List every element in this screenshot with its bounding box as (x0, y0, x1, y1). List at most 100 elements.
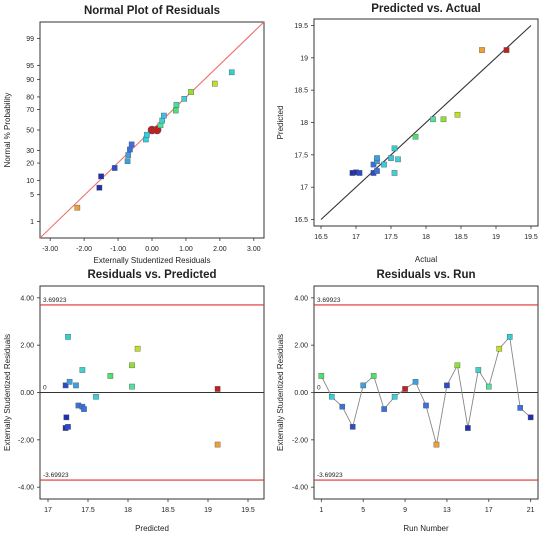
rvp-title: Residuals vs. Predicted (87, 269, 216, 281)
rvr-x-tick-label: 13 (443, 507, 451, 514)
rvr-data-point (527, 414, 534, 421)
rvr-data-point (370, 373, 377, 379)
pva-data-point (391, 145, 398, 152)
normal-data-point (188, 89, 194, 95)
pva-panel: Predicted vs. Actual Actual Predicted 16.5 1… (276, 3, 539, 264)
rvr-y-tick-label: -4.00 (292, 485, 308, 492)
pva-data-point (430, 116, 436, 123)
normal-y-tick-label: 70 (26, 107, 34, 114)
pva-y-tick-label: 18 (300, 120, 308, 127)
normal-data-point (74, 204, 81, 211)
rvp-x-axis-label: Predicted (135, 524, 169, 533)
rvr-x-tick-label: 17 (485, 507, 493, 514)
rvr-data-point (433, 441, 440, 448)
pva-data-point (356, 170, 363, 176)
rvp-limit-label: -3.69923 (43, 472, 69, 479)
rvp-data-point (63, 414, 70, 421)
normal-y-tick-label: 20 (26, 161, 34, 168)
normal-data-point (181, 96, 188, 102)
rvr-data-point (486, 383, 492, 390)
normal-data-point (96, 184, 103, 191)
rvp-zero-label: 0 (43, 385, 47, 392)
rvp-data-point (214, 386, 221, 392)
rvp-data-point (66, 379, 73, 385)
normal-x-tick-label: -2.00 (76, 246, 92, 253)
pva-y-tick-label: 18.5 (294, 88, 308, 95)
rvr-data-point (444, 382, 450, 389)
pva-data-point (391, 170, 398, 176)
normal-data-point (173, 102, 180, 108)
rvr-data-point (381, 406, 387, 412)
rvp-data-point (79, 367, 86, 373)
rvr-data-point (454, 362, 461, 369)
rvr-y-tick-label: 4.00 (294, 295, 308, 302)
pva-data-point (440, 116, 447, 123)
pva-data-point (395, 156, 401, 163)
rvr-y-tick-label: -2.00 (292, 437, 308, 444)
rvr-panel: Residuals vs. Run Run Number Externally St… (276, 269, 539, 533)
rvr-title: Residuals vs. Run (376, 269, 475, 281)
rvr-data-point (391, 393, 398, 400)
rvp-data-point (65, 424, 71, 430)
normal-data-point (124, 158, 131, 164)
normal-data-point (111, 165, 118, 171)
normal-data-point (161, 112, 167, 119)
normal-data-point (157, 122, 164, 129)
normal-x-axis-label: Externally Studentized Residuals (94, 256, 211, 265)
normal-data-point (228, 69, 235, 76)
pva-y-tick-label: 17 (300, 185, 308, 192)
normal-x-tick-label: 3.00 (247, 246, 261, 253)
rvr-data-point (402, 386, 408, 392)
rvr-x-tick-label: 21 (527, 507, 535, 514)
normal-y-tick-label: 5 (30, 192, 34, 199)
rvp-x-tick-label: 19.5 (241, 507, 255, 514)
normal-x-tick-label: 1.00 (179, 246, 193, 253)
pva-data-point (454, 111, 461, 118)
rvp-x-tick-label: 18.5 (161, 507, 175, 514)
rvr-data-point (349, 424, 356, 430)
rvr-zero-label: 0 (317, 385, 321, 392)
pva-data-point (370, 161, 377, 168)
normal-data-point (211, 80, 218, 87)
pva-x-tick-label: 18 (422, 234, 430, 241)
pva-data-point (381, 161, 387, 168)
rvr-y-tick-label: 2.00 (294, 343, 308, 350)
normal-y-tick-label: 95 (26, 63, 34, 70)
rvp-y-tick-label: -4.00 (18, 485, 34, 492)
normal-y-tick-label: 99 (26, 36, 34, 43)
normal-data-point (127, 146, 133, 153)
pva-y-tick-label: 19.5 (294, 23, 308, 30)
rvp-x-tick-label: 18 (124, 507, 132, 514)
pva-data-point (374, 168, 380, 174)
pva-fit-line (320, 25, 532, 220)
rvp-y-tick-label: -2.00 (18, 437, 34, 444)
normal-y-tick-label: 80 (26, 94, 34, 101)
pva-x-tick-label: 16.5 (314, 234, 328, 241)
normal-data-point (144, 131, 150, 138)
normal-y-axis-label: Normal % Probability (3, 93, 12, 168)
rvr-data-point (475, 367, 482, 373)
pva-x-tick-label: 19.5 (524, 234, 538, 241)
pva-data-point (479, 47, 485, 53)
rvr-data-point (423, 402, 429, 409)
rvr-data-point (496, 345, 503, 352)
rvp-x-tick-label: 17 (44, 507, 52, 514)
rvr-data-point (318, 373, 325, 379)
normal-y-tick-label: 90 (26, 77, 34, 84)
rvp-data-point (214, 441, 221, 448)
rvr-data-point (328, 393, 335, 400)
pva-x-tick-label: 18.5 (454, 234, 468, 241)
normal-data-point (125, 152, 132, 158)
normal-x-tick-label: 0.00 (145, 246, 159, 253)
normal-y-tick-label: 10 (26, 178, 34, 185)
rvr-y-tick-label: 0.00 (294, 390, 308, 397)
rvp-data-point (129, 362, 135, 369)
pva-data-point (374, 155, 380, 161)
rvp-data-point (73, 382, 79, 389)
normal-x-tick-label: -1.00 (110, 246, 126, 253)
pva-x-tick-label: 17 (352, 234, 360, 241)
rvp-y-tick-label: 4.00 (20, 295, 34, 302)
normal-x-tick-label: -3.00 (42, 246, 58, 253)
pva-data-point (412, 133, 419, 140)
